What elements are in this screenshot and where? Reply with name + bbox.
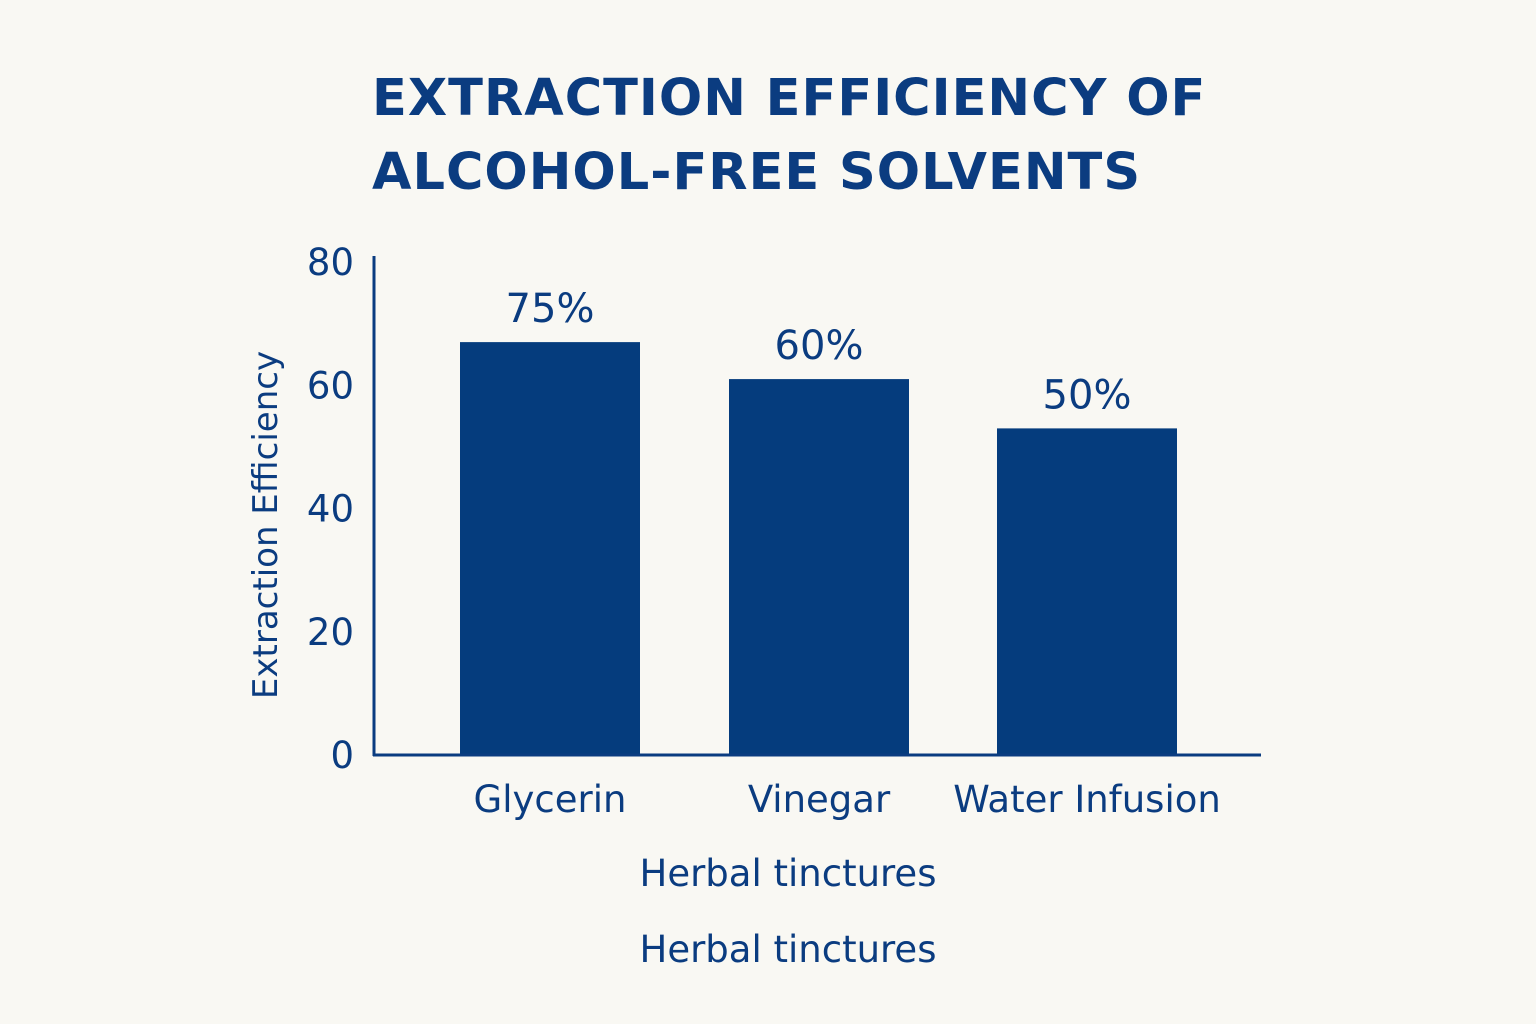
x-tick-label-water-infusion: Water Infusion [953, 778, 1221, 821]
y-tick-label-80: 80 [307, 241, 354, 284]
data-labels-group: 75% 60% 50% [506, 286, 1132, 418]
y-tick-label-40: 40 [307, 488, 354, 531]
chart-title-line-1: EXTRACTION EFFICIENCY OF [372, 69, 1207, 128]
y-tick-label-0: 0 [330, 734, 354, 777]
y-tick-labels-group: 0 20 40 60 80 [307, 241, 354, 777]
bar-glycerin [460, 342, 640, 755]
x-axis-label: Herbal tinctures [639, 852, 937, 895]
bar-water-infusion [997, 428, 1177, 755]
data-label-glycerin: 75% [506, 286, 595, 332]
x-tick-labels-group: Glycerin Vinegar Water Infusion [474, 778, 1221, 821]
bars-group [460, 342, 1177, 755]
bar-vinegar [729, 379, 909, 755]
y-tick-label-20: 20 [307, 611, 354, 654]
y-axis-label: Extraction Efficiency [246, 351, 286, 699]
data-label-water-infusion: 50% [1043, 372, 1132, 418]
x-tick-label-glycerin: Glycerin [474, 778, 627, 821]
data-label-vinegar: 60% [775, 323, 864, 369]
chart-title: EXTRACTION EFFICIENCY OF ALCOHOL-FREE SO… [372, 62, 1206, 210]
chart-title-line-2: ALCOHOL-FREE SOLVENTS [372, 143, 1142, 202]
y-tick-label-60: 60 [307, 364, 354, 407]
x-axis-label-repeat: Herbal tinctures [639, 928, 937, 971]
x-tick-label-vinegar: Vinegar [748, 778, 891, 821]
